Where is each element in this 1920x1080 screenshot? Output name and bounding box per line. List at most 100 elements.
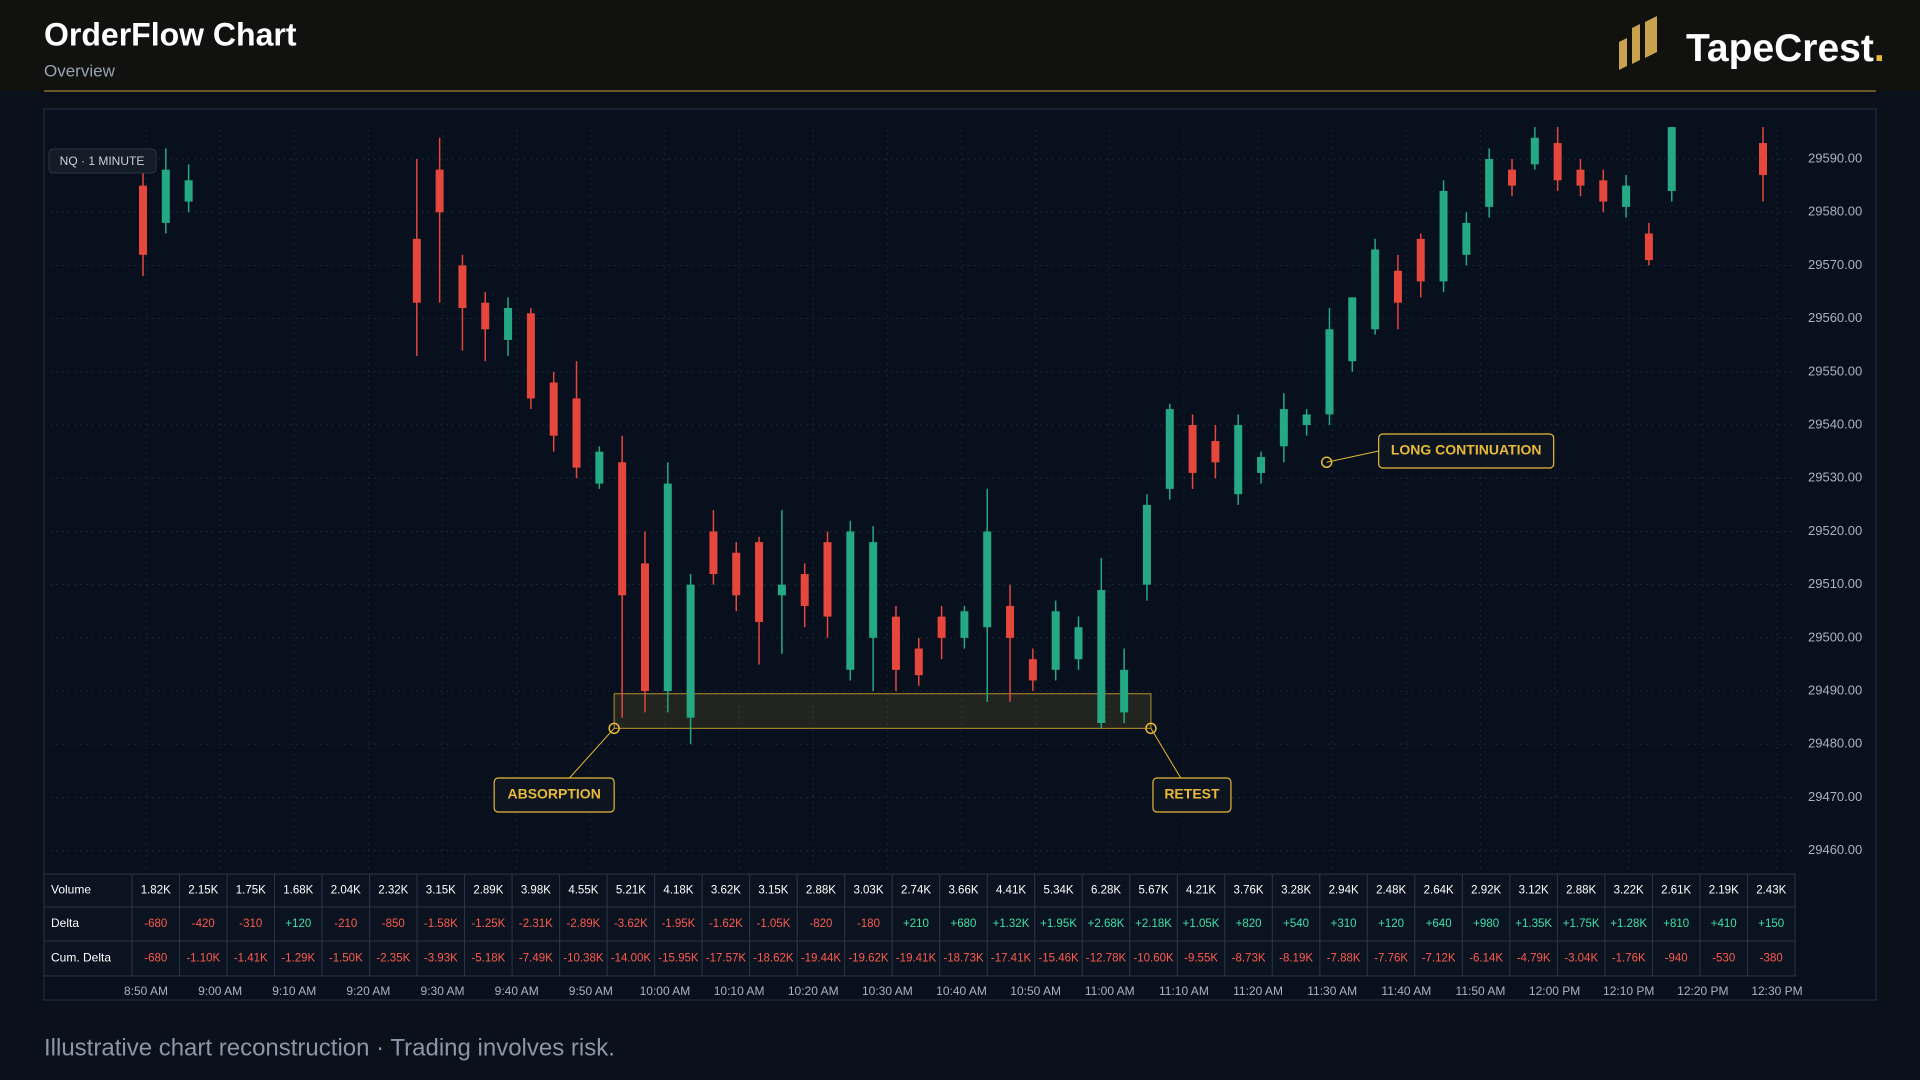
candle-body	[1234, 425, 1243, 495]
table-value: -1.95K	[661, 918, 695, 930]
table-cell	[369, 940, 418, 977]
table-cell	[1651, 906, 1701, 942]
table-cell	[1461, 906, 1511, 942]
table-value: -210	[334, 918, 357, 930]
header-bg	[0, 0, 1920, 91]
table-value: -4.79K	[1517, 953, 1551, 965]
y-tick-label: 29540.00	[1808, 416, 1862, 431]
candle-body	[1439, 190, 1448, 282]
table-value: -2.35K	[376, 953, 410, 965]
y-tick-label: 29500.00	[1808, 629, 1862, 644]
table-cell	[1414, 940, 1463, 977]
x-tick-label: 10:20 AM	[788, 984, 839, 998]
candle-body	[139, 185, 147, 255]
table-cell	[1414, 873, 1463, 908]
candle-body	[1599, 180, 1608, 202]
table-value: -3.93K	[424, 953, 458, 965]
candle-body	[1028, 659, 1037, 681]
table-cell	[606, 940, 656, 977]
table-cell	[654, 940, 703, 977]
table-cell	[939, 940, 988, 977]
table-value: -1.50K	[329, 953, 363, 965]
table-value: -5.18K	[471, 953, 505, 965]
table-cell	[1366, 940, 1416, 977]
table-value: +540	[1283, 918, 1309, 930]
page-subtitle: Overview	[44, 61, 116, 80]
table-value: 3.15K	[426, 885, 456, 897]
candle-body	[1142, 504, 1151, 585]
x-tick-label: 8:50 AM	[124, 984, 168, 998]
table-value: 2.48K	[1376, 885, 1406, 897]
table-cell	[1081, 906, 1131, 942]
candle-body	[572, 398, 581, 468]
candle-body	[1371, 249, 1380, 330]
x-tick-label: 9:20 AM	[346, 984, 390, 998]
candle-body	[412, 238, 421, 303]
table-cell	[559, 906, 608, 942]
table-cell	[1556, 906, 1606, 942]
table-cell	[796, 906, 846, 942]
table-cell	[1746, 940, 1796, 977]
candle-body	[1051, 611, 1060, 670]
table-value: -8.19K	[1279, 953, 1313, 965]
table-value: -17.57K	[706, 953, 747, 965]
candle-body	[1759, 143, 1767, 175]
x-tick-label: 10:00 AM	[640, 984, 691, 998]
table-value: +1.05K	[1183, 918, 1220, 930]
table-cell	[1129, 906, 1178, 942]
table-cell	[844, 873, 893, 908]
table-cell	[369, 873, 418, 908]
table-cell	[1746, 873, 1796, 908]
candle-body	[1074, 627, 1083, 660]
table-value: +1.75K	[1563, 918, 1600, 930]
candle-body	[1622, 185, 1631, 207]
table-value: -310	[239, 918, 262, 930]
table-cell	[511, 940, 561, 977]
page-title: OrderFlow Chart	[44, 16, 297, 52]
table-cell	[844, 940, 893, 977]
table-value: -1.05K	[756, 918, 790, 930]
table-value: 3.03K	[853, 885, 883, 897]
candle-body	[526, 313, 535, 399]
table-cell	[1556, 940, 1606, 977]
table-value: 6.28K	[1091, 885, 1121, 897]
annotation-box	[493, 777, 615, 813]
table-value: 1.75K	[236, 885, 266, 897]
table-cell	[464, 940, 513, 977]
table-cell	[416, 940, 466, 977]
x-tick-label: 11:10 AM	[1159, 984, 1209, 998]
candle-body	[663, 483, 672, 692]
table-value: 4.41K	[996, 885, 1026, 897]
table-value: -820	[809, 918, 832, 930]
candles	[139, 127, 1767, 745]
candle-body	[1530, 137, 1539, 165]
annotation-box	[1152, 777, 1232, 813]
table-value: -380	[1760, 953, 1783, 965]
candle-body	[869, 542, 878, 638]
table-label-cell	[43, 906, 133, 942]
table-cell	[1699, 906, 1748, 942]
candle-body	[1211, 441, 1220, 463]
candle-body	[184, 180, 193, 202]
table-value: 5.21K	[616, 885, 646, 897]
table-cell	[1176, 873, 1226, 908]
chart-panel	[43, 108, 1877, 1001]
table-value: -3.62K	[614, 918, 648, 930]
brand-icon	[1619, 16, 1657, 70]
table-value: 2.64K	[1424, 885, 1454, 897]
x-tick-label: 12:20 PM	[1677, 984, 1728, 998]
table-cell	[986, 873, 1036, 908]
table-value: -6.14K	[1469, 953, 1503, 965]
candle-body	[983, 531, 992, 628]
table-value: 4.18K	[663, 885, 693, 897]
candle-body	[800, 574, 809, 606]
candle-body	[937, 616, 946, 638]
table-cell	[1081, 940, 1131, 977]
table-value: -1.25K	[471, 918, 505, 930]
table-value: -7.76K	[1374, 953, 1408, 965]
annotation-anchor	[1320, 456, 1333, 469]
table-value: +410	[1711, 918, 1737, 930]
table-value: +640	[1426, 918, 1452, 930]
x-tick-label: 12:30 PM	[1751, 984, 1802, 998]
x-tick-label: 11:30 AM	[1307, 984, 1357, 998]
